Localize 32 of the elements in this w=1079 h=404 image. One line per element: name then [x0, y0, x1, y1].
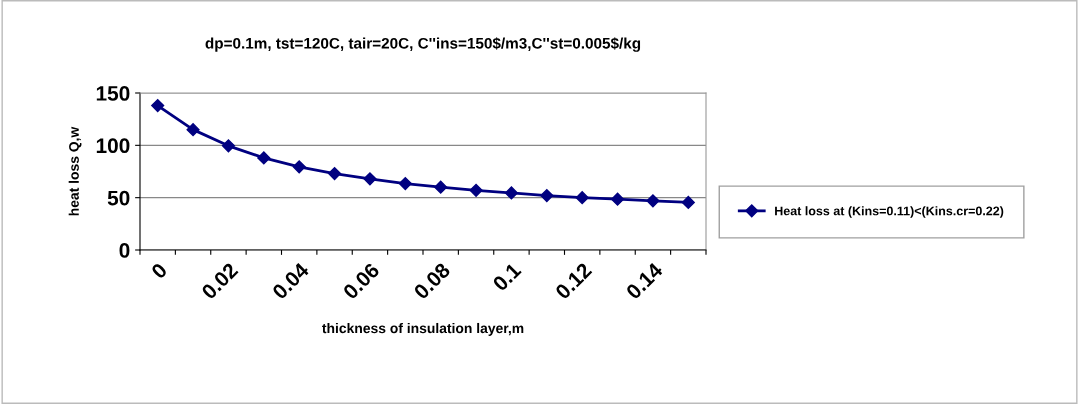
x-tick-label: 0.14 — [625, 261, 664, 301]
point — [186, 123, 200, 137]
x-tick-label: 0.04 — [271, 261, 310, 301]
x-tick-label: 0.06 — [342, 262, 381, 301]
y-tick-label: 150 — [96, 86, 130, 101]
point — [221, 139, 236, 153]
x-tick-label: 0 — [150, 262, 168, 280]
x-axis-title: thickness of insulation layer,m — [322, 322, 524, 336]
y-tick-label: 100 — [96, 138, 130, 154]
x-tick-label: 0.02 — [200, 262, 239, 301]
point — [540, 188, 554, 203]
point — [363, 172, 377, 186]
point — [610, 192, 625, 206]
x-tick-label: 0.08 — [412, 261, 452, 301]
y-tick-label: 50 — [107, 190, 130, 206]
x-tick-label: 0.1 — [491, 261, 522, 292]
point — [646, 194, 660, 208]
x-tick-label: 0.12 — [554, 262, 593, 301]
chart-title: dp=0.1m, tst=120C, tair=20C, C''ins=150$/m3,C''st=0.005$/kg — [205, 37, 641, 52]
point — [151, 98, 165, 113]
point — [469, 183, 483, 197]
point — [327, 167, 342, 181]
point — [257, 151, 271, 165]
point — [434, 180, 448, 194]
legend-label: Heat loss at (Kins=0.11)<(Kins.cr=0.22) — [775, 206, 1004, 218]
point — [398, 176, 412, 191]
y-axis-title: heat loss Q,w — [68, 126, 82, 216]
point — [681, 195, 695, 209]
y-tick-label: 0 — [119, 243, 130, 258]
point — [504, 186, 519, 200]
point — [292, 160, 306, 174]
point — [575, 191, 589, 205]
